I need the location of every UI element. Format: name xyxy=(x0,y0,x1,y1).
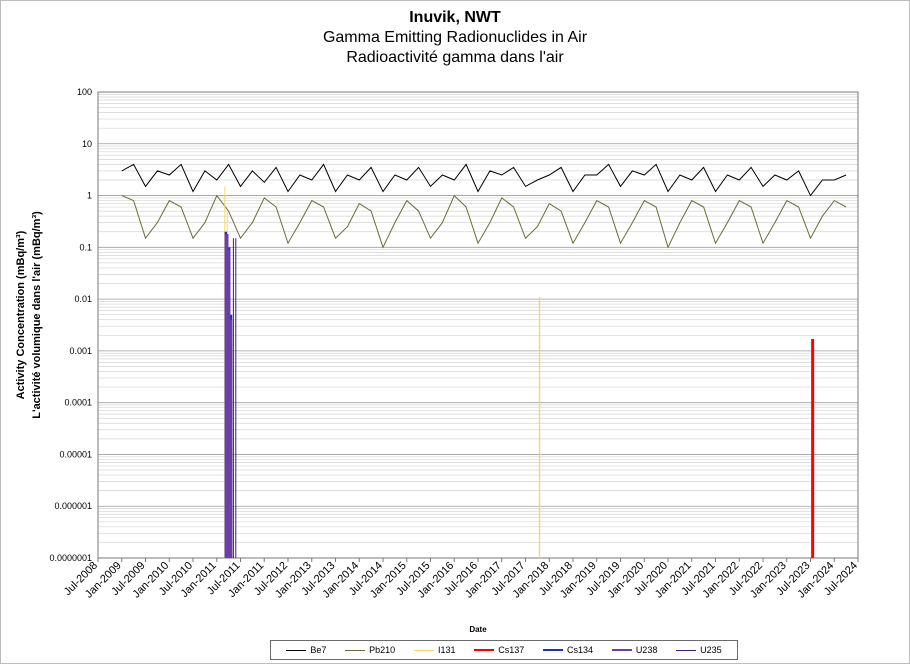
legend-item-cs134: Cs134 xyxy=(543,645,593,655)
legend-item-u235: U235 xyxy=(676,645,722,655)
y-tick-label: 0.0001 xyxy=(64,398,92,408)
plot-area xyxy=(98,92,858,558)
chart-title-block: Inuvik, NWT Gamma Emitting Radionuclides… xyxy=(0,8,910,68)
series-line-be7 xyxy=(121,163,847,197)
legend-label: Pb210 xyxy=(369,645,396,655)
legend-label: U238 xyxy=(635,645,658,655)
legend-swatch xyxy=(413,649,434,651)
legend-item-be7: Be7 xyxy=(286,645,326,655)
legend-label: Cs137 xyxy=(498,645,525,655)
y-tick-label: 0.000001 xyxy=(54,501,92,511)
legend-swatch xyxy=(474,649,495,651)
legend-swatch xyxy=(286,649,307,651)
legend-label: Cs134 xyxy=(567,645,594,655)
y-axis-label: Activity Concentration (mBq/m³) xyxy=(15,230,27,399)
y-tick-label: 0.0000001 xyxy=(49,553,92,563)
legend-item-i131: I131 xyxy=(413,645,456,655)
legend-item-cs137: Cs137 xyxy=(474,645,524,655)
chart-subtitle-fr: Radioactivité gamma dans l'air xyxy=(346,49,564,66)
y-tick-label: 100 xyxy=(77,87,92,97)
y-tick-label: 1 xyxy=(87,191,92,201)
legend-swatch xyxy=(345,649,366,651)
chart-title: Inuvik, NWT xyxy=(409,9,501,26)
y-axis-label-fr: L'activité volumique dans l'air (mBq/m³) xyxy=(31,211,43,419)
chart-legend: Be7 Pb210 I131 Cs137 Cs134 U238 U235 xyxy=(270,640,738,660)
chart-subtitle: Gamma Emitting Radionuclides in Air xyxy=(322,29,588,46)
legend-label: Be7 xyxy=(310,645,327,655)
series-line-u238 xyxy=(224,234,233,558)
y-tick-label: 0.00001 xyxy=(59,449,92,459)
series-line-u235 xyxy=(232,238,237,558)
x-axis-label: Date xyxy=(469,625,487,634)
legend-swatch xyxy=(611,649,632,651)
legend-item-u238: U238 xyxy=(611,645,658,655)
y-tick-label: 0.1 xyxy=(79,242,92,252)
y-tick-label: 10 xyxy=(82,139,92,149)
legend-swatch xyxy=(676,649,697,651)
legend-label: I131 xyxy=(437,645,456,655)
legend-item-pb210: Pb210 xyxy=(345,645,395,655)
legend-swatch xyxy=(543,649,564,651)
series-line-cs137 xyxy=(811,339,815,558)
y-tick-label: 0.01 xyxy=(74,294,92,304)
y-tick-label: 0.001 xyxy=(69,346,92,356)
legend-label: U235 xyxy=(700,645,722,655)
series-line-pb210 xyxy=(121,194,847,249)
